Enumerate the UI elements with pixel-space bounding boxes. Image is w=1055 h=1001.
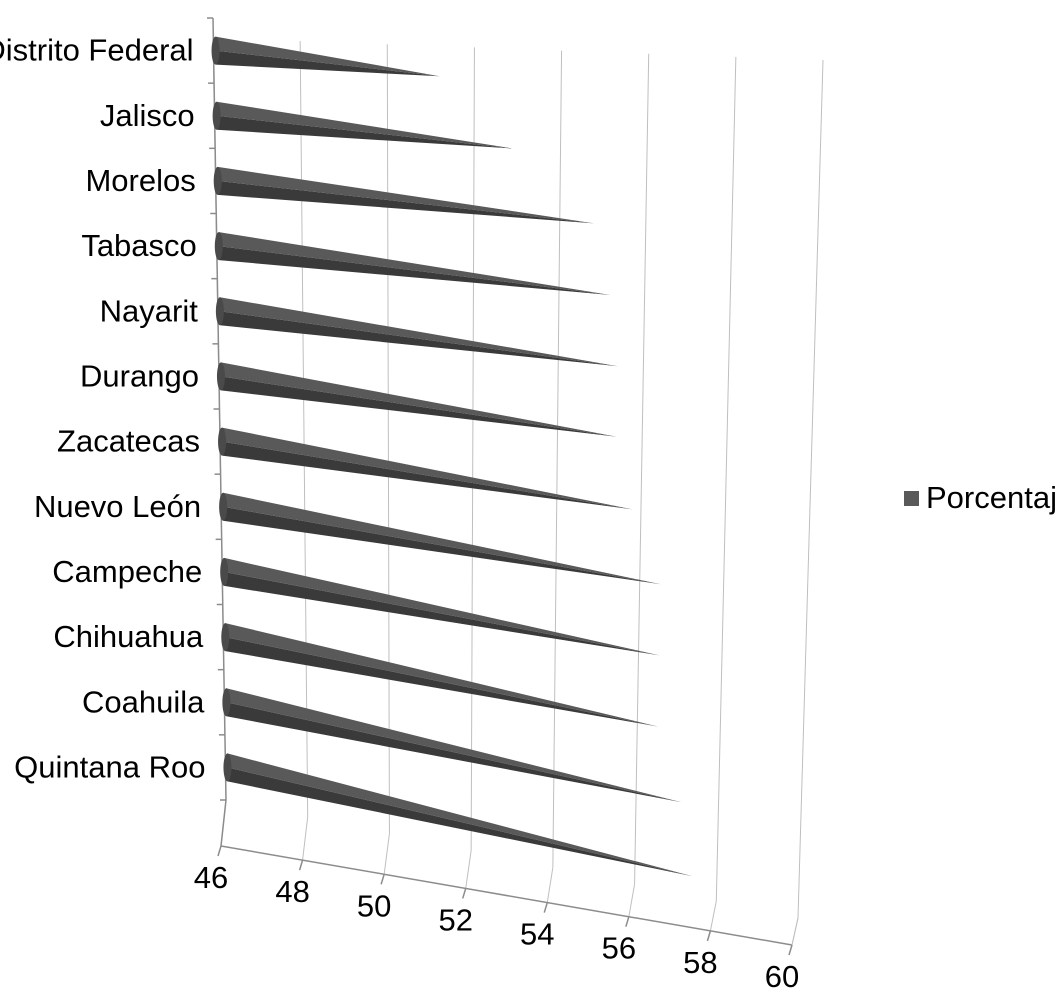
gridline-50 xyxy=(386,44,390,834)
bar-1 xyxy=(212,101,513,149)
category-label: Quintana Roo xyxy=(14,749,205,784)
bar-7 xyxy=(219,492,661,585)
bar-10 xyxy=(222,688,682,803)
bar-5 xyxy=(216,362,617,437)
bar-4 xyxy=(215,297,618,367)
category-label: Nayarit xyxy=(100,293,199,328)
legend-label: Porcentaje xyxy=(926,480,1055,515)
gridline-48 xyxy=(299,41,309,817)
bar-8-base xyxy=(220,557,229,586)
bar-4-face xyxy=(219,297,618,367)
gridlines xyxy=(212,37,824,946)
floor-gridline-56 xyxy=(628,884,636,917)
category-label: Morelos xyxy=(85,163,195,198)
bar-0 xyxy=(211,36,440,77)
bar-3 xyxy=(214,232,611,295)
bar-4-base xyxy=(215,297,224,326)
tick-mark-58 xyxy=(706,930,712,942)
tick-mark-48 xyxy=(298,859,304,871)
gridline-56 xyxy=(634,53,650,885)
category-label: Durango xyxy=(80,358,199,393)
floor-right-edge xyxy=(791,917,799,946)
axes xyxy=(207,17,799,956)
floor-gridline-52 xyxy=(465,850,472,889)
bars xyxy=(211,36,693,877)
tick-labels: 46 48 50 52 54 56 58 60 xyxy=(194,860,799,994)
category-label: Distrito Federal xyxy=(0,33,194,68)
tick-label-46: 46 xyxy=(194,860,228,895)
tick-label-56: 56 xyxy=(602,931,636,966)
bar-2-face xyxy=(217,166,595,224)
floor-gridline-54 xyxy=(546,867,554,903)
bar-5-base xyxy=(216,362,225,391)
bar-1-base xyxy=(212,101,221,130)
bar-6-face xyxy=(222,427,633,510)
gridline-60 xyxy=(797,59,824,919)
tick-mark-60 xyxy=(788,944,793,956)
bar-11-face xyxy=(227,753,693,877)
category-label: Coahuila xyxy=(82,684,205,719)
bar-6-base xyxy=(218,427,227,456)
bar-9 xyxy=(221,623,659,727)
tick-label-60: 60 xyxy=(765,959,799,994)
bar-11-base xyxy=(223,753,232,782)
tick-label-58: 58 xyxy=(683,945,717,980)
axis-corner-line xyxy=(220,799,227,847)
legend-swatch xyxy=(904,491,919,506)
category-label: Nuevo León xyxy=(34,489,201,524)
floor-gridline-50 xyxy=(383,833,390,875)
floor-gridline-58 xyxy=(709,901,717,931)
tick-mark-50 xyxy=(380,874,385,885)
tick-mark-52 xyxy=(461,888,467,899)
bar-5-face xyxy=(220,362,617,437)
category-label: Chihuahua xyxy=(53,619,204,654)
tick-mark-46 xyxy=(217,845,222,857)
bar-2-base xyxy=(213,166,222,195)
gridline-54 xyxy=(552,50,563,868)
floor-gridline-48 xyxy=(302,816,309,861)
bar-6 xyxy=(218,427,633,510)
bar-9-base xyxy=(221,623,230,652)
category-labels: Distrito Federal Jalisco Morelos Tabasco Nay… xyxy=(0,33,205,785)
bar-3-face xyxy=(218,232,611,295)
bar-11-shadow xyxy=(227,767,693,877)
gridline-58 xyxy=(715,56,737,902)
bar-8 xyxy=(220,557,660,656)
bar-2 xyxy=(213,166,595,224)
bar-8-face xyxy=(224,557,660,656)
gridline-52 xyxy=(470,47,475,851)
bar-9-face xyxy=(225,623,659,727)
bar-10-face xyxy=(226,688,682,803)
bar-3-base xyxy=(214,232,223,261)
bar-0-face xyxy=(215,36,440,77)
category-label: Zacatecas xyxy=(57,424,200,459)
bar-7-face xyxy=(223,492,661,585)
tick-label-48: 48 xyxy=(275,874,309,909)
tick-label-50: 50 xyxy=(357,888,391,923)
tick-mark-56 xyxy=(625,916,630,927)
bar-1-face xyxy=(216,101,513,149)
bar-7-base xyxy=(219,492,228,521)
bar-2-shadow xyxy=(217,180,595,224)
category-label: Jalisco xyxy=(100,98,195,133)
legend: Porcentaje xyxy=(904,480,1055,515)
tick-label-52: 52 xyxy=(438,902,472,937)
bar-0-base xyxy=(211,36,220,65)
category-label: Tabasco xyxy=(81,228,196,263)
tick-mark-54 xyxy=(543,902,549,913)
tick-label-54: 54 xyxy=(520,917,554,952)
value-axis-line xyxy=(220,845,793,946)
bar-5-shadow xyxy=(220,376,617,437)
bar-11 xyxy=(223,753,693,877)
category-label: Campeche xyxy=(52,554,202,589)
bar-10-base xyxy=(222,688,231,717)
